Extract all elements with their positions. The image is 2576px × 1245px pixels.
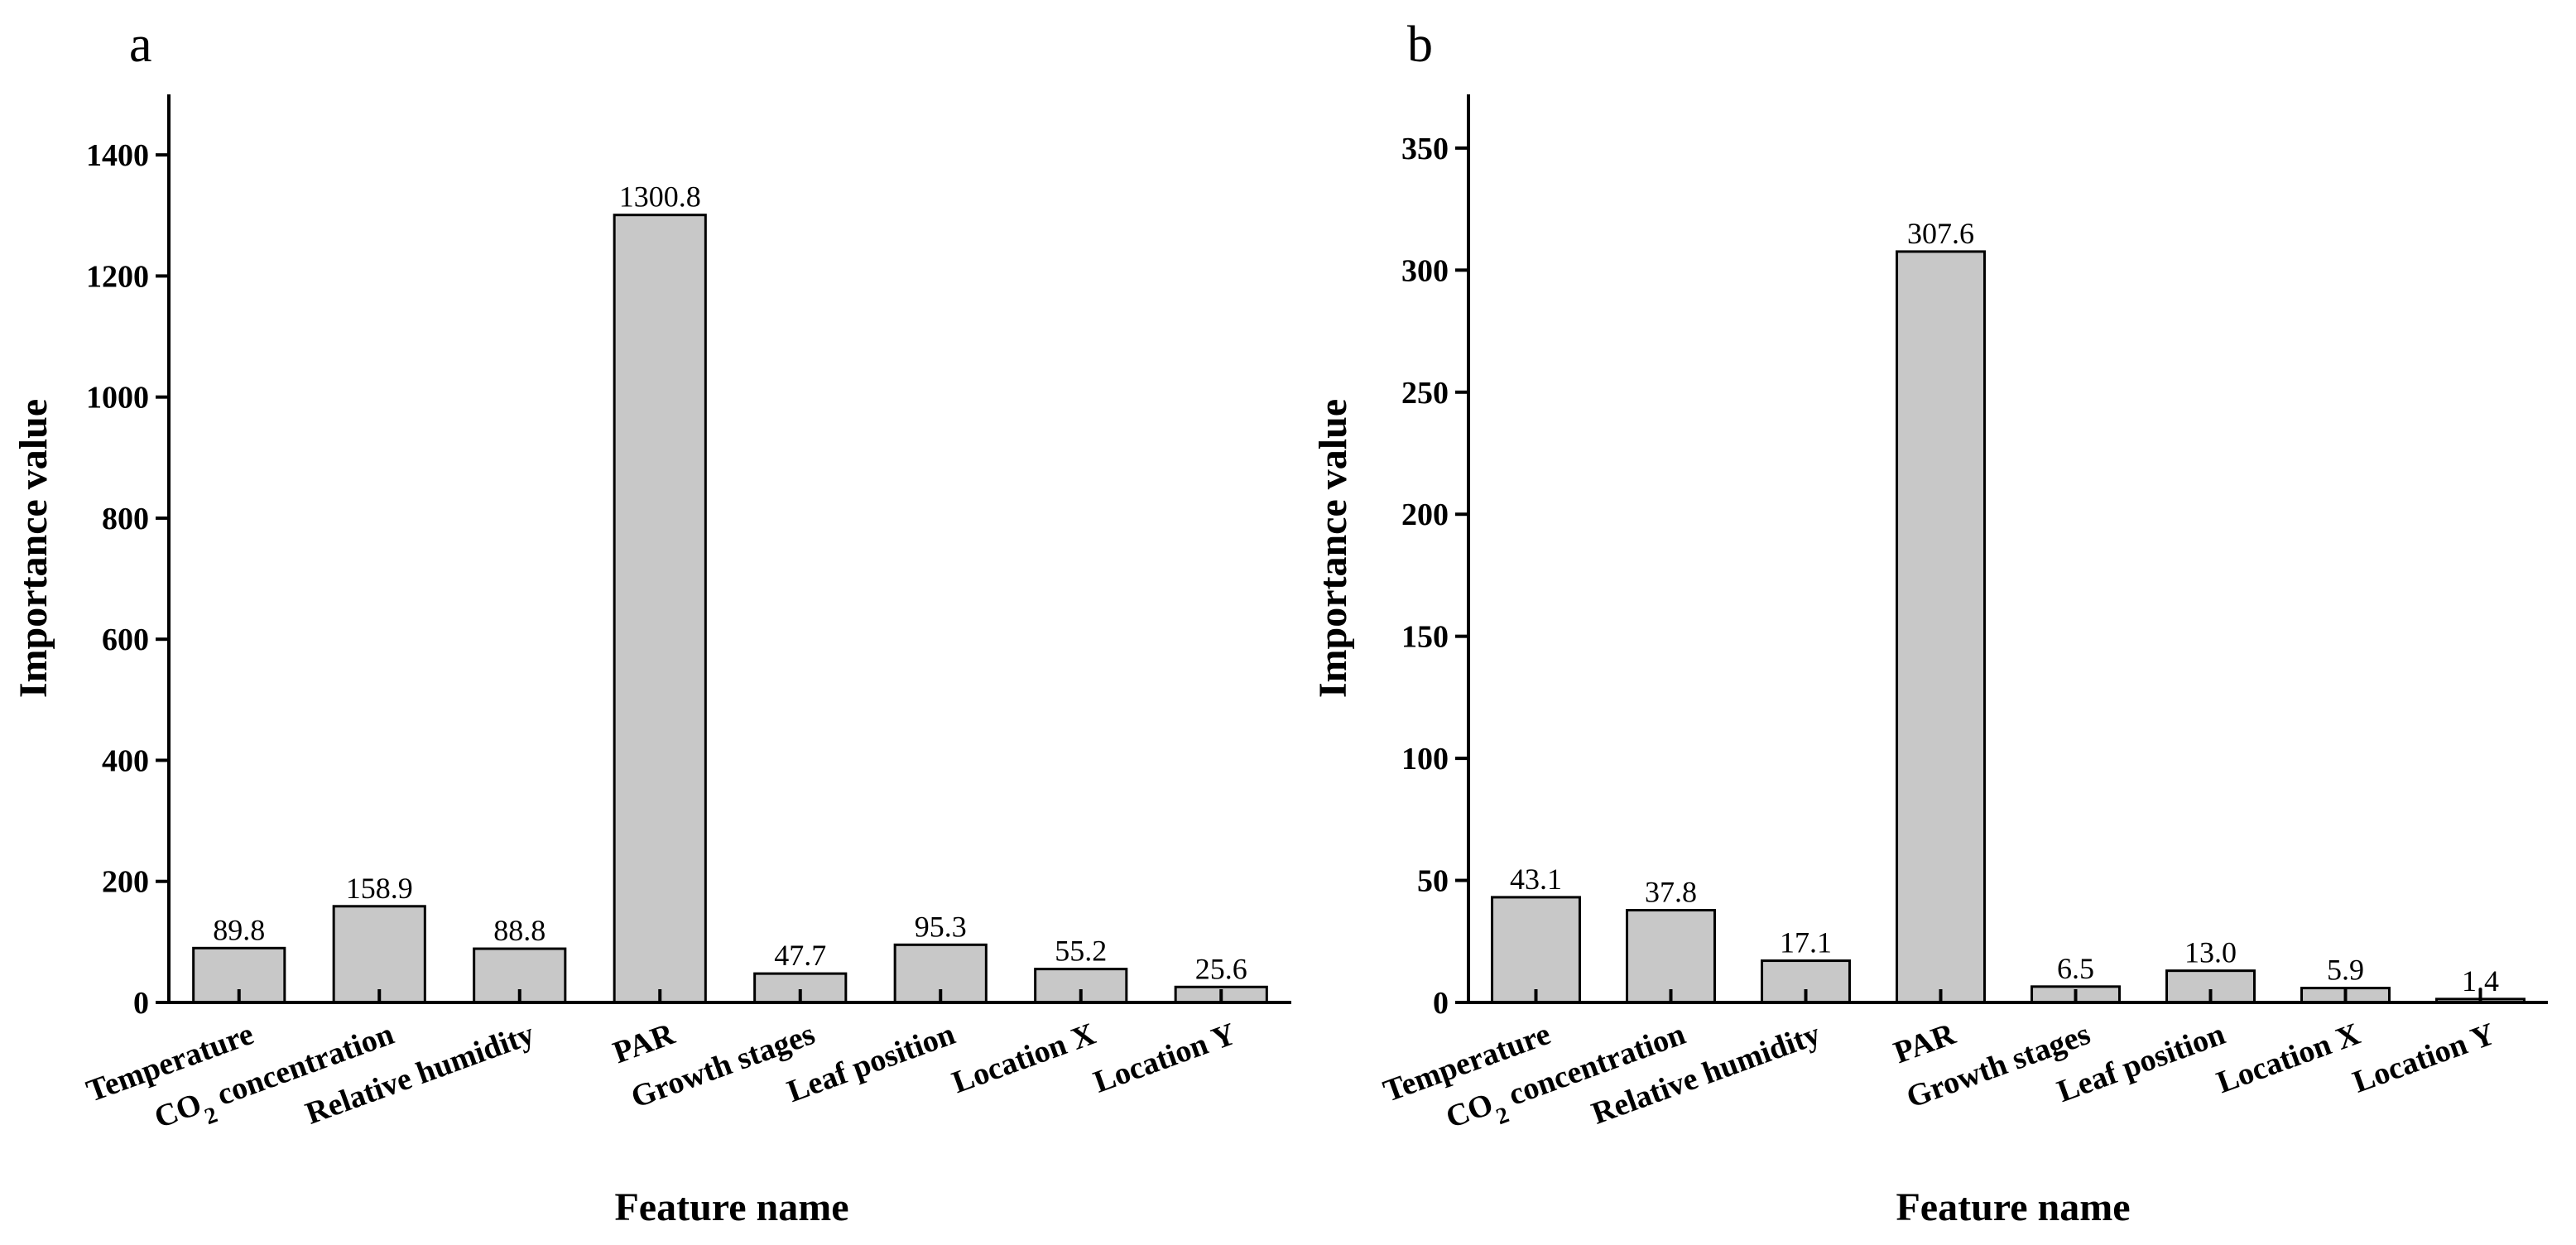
bar-par <box>613 214 707 1004</box>
y-tick-label: 400 <box>102 743 149 778</box>
y-tick-label: 1000 <box>86 381 149 416</box>
x-tick-label-relative-humidity: Relative humidity <box>1587 1017 1824 1132</box>
y-tick-label: 350 <box>1401 132 1449 166</box>
value-label-leaf-position: 95.3 <box>915 910 967 943</box>
value-label-growth-stages: 47.7 <box>774 939 826 972</box>
y-tick-label: 200 <box>102 865 149 900</box>
x-tick-label-location-y: Location Y <box>1089 1017 1241 1100</box>
y-tick-label: 1200 <box>86 259 149 294</box>
x-tick-label-location-y: Location Y <box>2348 1017 2500 1100</box>
value-label-location-x: 55.2 <box>1055 935 1107 968</box>
panel-label: a <box>129 17 152 73</box>
y-tick-label: 800 <box>102 502 149 536</box>
y-tick-label: 200 <box>1401 498 1449 532</box>
x-tick-label-relative-humidity: Relative humidity <box>301 1017 539 1132</box>
y-tick-label: 600 <box>102 622 149 657</box>
value-label-temperature: 89.8 <box>213 913 265 946</box>
x-tick-label-location-x: Location X <box>948 1017 1100 1100</box>
value-label-relative-humidity: 88.8 <box>493 914 545 947</box>
y-axis-title: Importance value <box>12 399 55 698</box>
y-axis-title: Importance value <box>1311 399 1355 698</box>
bar-co2-concentration <box>1626 909 1716 1004</box>
bar-par <box>1896 250 1986 1004</box>
value-label-co2-concentration: 37.8 <box>1645 876 1697 909</box>
x-axis-title: Feature name <box>614 1185 848 1229</box>
value-label-location-y: 25.6 <box>1195 952 1247 985</box>
panel-label: b <box>1407 17 1433 73</box>
x-axis-title: Feature name <box>1896 1185 2130 1229</box>
value-label-par: 307.6 <box>1907 217 1974 250</box>
y-tick-label: 150 <box>1401 620 1449 655</box>
x-tick-label-par: PAR <box>608 1017 680 1070</box>
y-tick-label: 0 <box>133 986 149 1021</box>
value-label-temperature: 43.1 <box>1510 863 1562 896</box>
value-label-location-x: 5.9 <box>2327 954 2364 987</box>
x-tick-label-par: PAR <box>1889 1017 1960 1070</box>
y-tick-label: 100 <box>1401 742 1449 776</box>
value-label-par: 1300.8 <box>619 180 701 214</box>
value-label-co2-concentration: 158.9 <box>346 872 413 905</box>
value-label-growth-stages: 6.5 <box>2057 952 2094 985</box>
y-tick-label: 250 <box>1401 376 1449 411</box>
bar-temperature <box>1491 896 1581 1004</box>
y-tick-label: 1400 <box>86 138 149 173</box>
value-label-relative-humidity: 17.1 <box>1780 926 1832 959</box>
bar-co2-concentration <box>332 905 426 1004</box>
y-tick-label: 0 <box>1433 986 1449 1021</box>
y-tick-label: 50 <box>1417 864 1449 899</box>
x-tick-label-location-x: Location X <box>2213 1017 2365 1100</box>
value-label-leaf-position: 13.0 <box>2184 936 2237 969</box>
y-tick-label: 300 <box>1401 253 1449 288</box>
